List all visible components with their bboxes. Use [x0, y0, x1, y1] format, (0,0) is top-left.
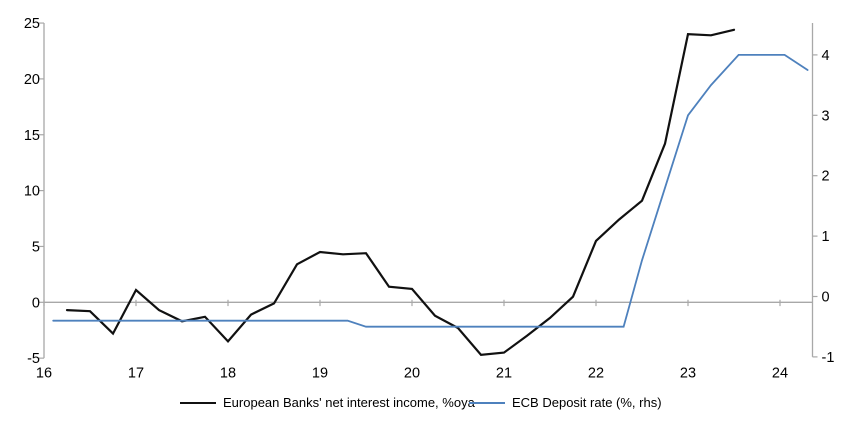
left-axis-label: 25 [24, 16, 40, 32]
x-tick-label: 21 [496, 366, 512, 382]
left-axis-label: 0 [32, 295, 40, 311]
x-tick-label: 20 [404, 366, 420, 382]
left-axis-label: 20 [24, 72, 40, 88]
right-axis-label: 2 [822, 169, 830, 185]
x-tick-label: 16 [36, 366, 52, 382]
x-tick-label: 18 [220, 366, 236, 382]
right-axis-label: 4 [822, 48, 830, 64]
x-tick-label: 19 [312, 366, 328, 382]
x-tick-label: 17 [128, 366, 144, 382]
right-axis-label: -1 [822, 350, 835, 366]
left-axis-label: 5 [32, 239, 40, 255]
right-axis-label: 3 [822, 108, 830, 124]
right-axis-label: 0 [822, 290, 830, 306]
ecb-deposit-rate-line [52, 54, 809, 328]
net-interest-income-line [65, 28, 736, 356]
x-tick-label: 24 [772, 366, 788, 382]
right-axis-label: 1 [822, 229, 830, 245]
left-axis-label: -5 [27, 351, 40, 367]
left-axis-label: 15 [24, 128, 40, 144]
x-tick-label: 23 [680, 366, 696, 382]
x-tick-label: 22 [588, 366, 604, 382]
left-axis-label: 10 [24, 184, 40, 200]
